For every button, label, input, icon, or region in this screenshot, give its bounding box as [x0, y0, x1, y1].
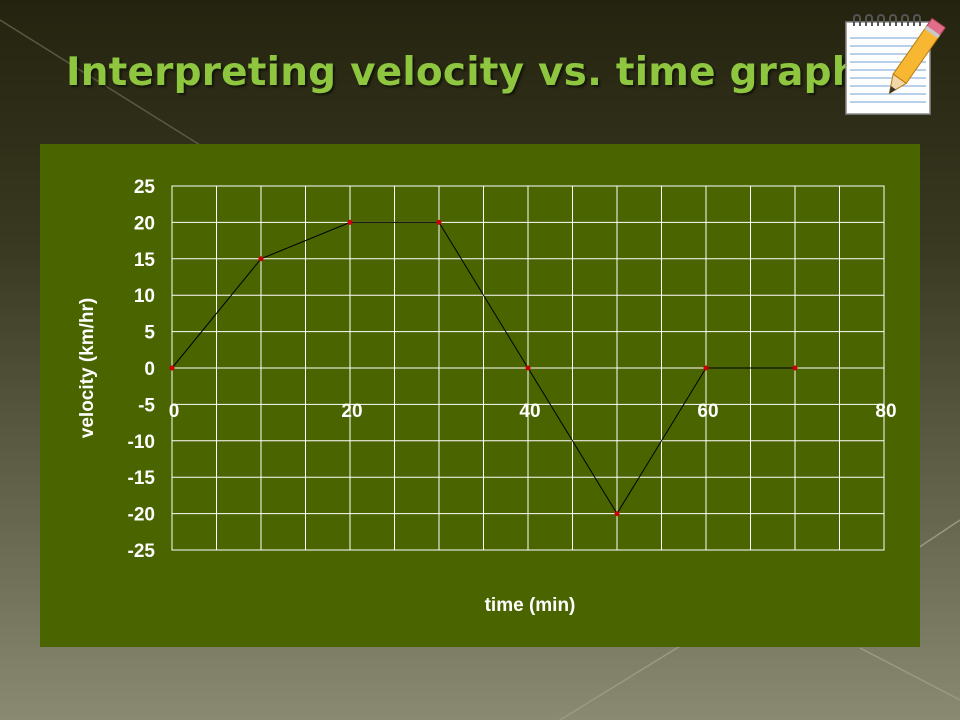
y-axis-title: velocity (km/hr) — [77, 298, 98, 438]
data-point — [436, 219, 442, 225]
x-tick-label: 0 — [169, 401, 180, 422]
data-point — [525, 365, 531, 371]
x-tick-label: 60 — [697, 401, 718, 422]
y-tick-label: -15 — [128, 468, 156, 489]
data-point — [347, 219, 353, 225]
x-axis-title: time (min) — [485, 595, 576, 616]
y-tick-label: 20 — [134, 213, 155, 234]
y-tick-label: 15 — [134, 250, 156, 271]
slide-title: Interpreting velocity vs. time graphs — [66, 50, 884, 95]
x-tick-label: 20 — [341, 401, 362, 422]
x-tick-label: 40 — [519, 401, 540, 422]
y-tick-label: -10 — [128, 432, 155, 453]
velocity-time-chart: 25 20 15 10 5 0 -5 -10 -15 -20 -25 0 20 40 60 80 time … — [77, 177, 897, 616]
y-tick-label: 0 — [144, 359, 155, 380]
chart-series — [169, 219, 798, 517]
y-tick-label: -25 — [128, 541, 156, 562]
y-tick-label: -5 — [138, 395, 155, 416]
y-tick-label: -20 — [128, 505, 155, 526]
chart-panel: 25 20 15 10 5 0 -5 -10 -15 -20 -25 0 20 40 60 80 time … — [40, 144, 920, 647]
series-line — [171, 221, 795, 515]
x-tick-labels: 0 20 40 60 80 — [169, 401, 897, 422]
data-point — [614, 511, 620, 517]
y-tick-label: 5 — [144, 323, 155, 344]
data-point — [169, 365, 175, 371]
notepad-pencil-icon — [845, 14, 946, 115]
y-tick-label: 10 — [134, 286, 155, 307]
data-point — [703, 365, 709, 371]
x-tick-label: 80 — [875, 401, 896, 422]
data-point — [792, 365, 798, 371]
data-point — [258, 256, 264, 262]
y-tick-labels: 25 20 15 10 5 0 -5 -10 -15 -20 -25 — [128, 177, 156, 562]
y-tick-label: 25 — [134, 177, 156, 198]
